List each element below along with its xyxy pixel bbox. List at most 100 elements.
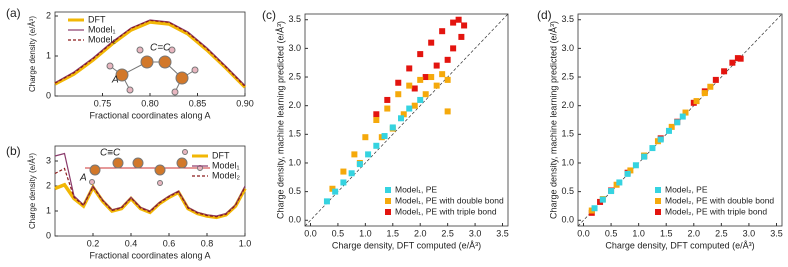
molecule-a — [106, 46, 199, 96]
y-tick-label: 3.0 — [288, 43, 301, 53]
x-tick-label: 3.0 — [743, 228, 756, 238]
point — [450, 45, 457, 52]
x-tick-label: 0.5 — [332, 228, 345, 238]
x-tick-label: 0.80 — [141, 98, 159, 108]
plot-frame — [54, 11, 246, 97]
point — [701, 90, 708, 97]
panel-label: (b) — [6, 144, 21, 158]
point — [461, 22, 468, 29]
point — [417, 51, 424, 58]
y-tick-label: 0 — [46, 90, 51, 100]
point — [721, 68, 728, 75]
point — [693, 98, 700, 105]
x-tick-label: 0.2 — [87, 238, 100, 248]
y-tick-label: 1.5 — [561, 129, 574, 139]
y-tick-label: 1.0 — [288, 157, 301, 167]
y-tick-label: 1 — [46, 50, 51, 60]
point — [365, 151, 372, 158]
point — [632, 162, 639, 169]
point — [455, 16, 462, 23]
y-axis-label: Charge density (e/Å³) — [28, 153, 37, 229]
legend-swatch — [655, 187, 661, 193]
legend-swatch — [385, 187, 391, 193]
y-axis-label: Charge density, machine learning predict… — [275, 21, 285, 219]
y-tick-label: 0 — [46, 230, 51, 240]
x-tick-label: 0.85 — [189, 98, 207, 108]
point — [411, 102, 418, 109]
y-tick-label: 2.0 — [561, 100, 574, 110]
point — [340, 168, 347, 175]
point — [439, 28, 446, 35]
y-axis-label: Charge density (e/Å³) — [28, 16, 37, 92]
y-tick-label: 0.0 — [561, 215, 574, 225]
molecule-b — [85, 149, 210, 186]
point — [417, 96, 424, 103]
point — [450, 19, 457, 26]
y-tick-label: 3 — [46, 155, 51, 165]
point — [433, 82, 440, 89]
line-series — [54, 19, 246, 87]
point — [737, 55, 744, 62]
point — [679, 113, 686, 120]
annotation: C=C — [150, 43, 171, 54]
point — [627, 167, 634, 174]
x-axis-label: Charge density, DFT computed (e/Å³) — [332, 240, 481, 250]
x-tick-label: 0.75 — [94, 98, 112, 108]
annotation: C≡C — [100, 148, 121, 159]
y-tick-label: 1.5 — [288, 129, 301, 139]
x-tick-label: 0.4 — [125, 238, 138, 248]
panel-label: (c) — [262, 8, 276, 22]
point — [389, 124, 396, 131]
point — [641, 153, 648, 160]
x-tick-label: 0.5 — [605, 228, 618, 238]
plot-frame — [577, 13, 783, 227]
legend-label: Model₁, PE with triple bond — [395, 206, 497, 216]
point — [729, 59, 736, 66]
point — [411, 85, 418, 92]
point — [351, 151, 358, 158]
legend-label: DFT — [212, 150, 230, 160]
legend-label: Model₂, PE — [665, 184, 708, 194]
point — [422, 74, 429, 81]
point — [668, 123, 675, 130]
point — [340, 179, 347, 186]
x-tick-label: 2.0 — [688, 228, 701, 238]
legend-swatch — [655, 198, 661, 204]
point — [682, 109, 689, 116]
x-tick-label: 3.0 — [469, 228, 482, 238]
point — [422, 91, 429, 98]
panel-label: (d) — [537, 8, 552, 22]
x-tick-label: 1.0 — [359, 228, 372, 238]
point — [707, 83, 714, 90]
y-tick-label: 1 — [46, 205, 51, 215]
point — [674, 119, 681, 126]
point — [649, 145, 656, 152]
point — [323, 198, 330, 205]
legend-label: Model₁ — [212, 160, 240, 170]
point — [608, 188, 615, 195]
point — [439, 71, 446, 78]
y-axis-label: Charge density, machine learning predict… — [548, 21, 558, 219]
x-tick-label: 3.5 — [496, 228, 509, 238]
legend-label: Model₂, PE with triple bond — [665, 206, 767, 216]
legend-label: Model₁, PE with double bond — [395, 195, 504, 205]
legend-swatch — [655, 209, 661, 215]
point — [417, 76, 424, 83]
legend-label: Model₁, PE — [395, 184, 437, 194]
point — [381, 133, 388, 140]
point — [406, 105, 413, 112]
x-tick-label: 0.6 — [163, 238, 176, 248]
x-tick-label: 1.0 — [632, 228, 645, 238]
x-tick-label: 0.0 — [577, 228, 590, 238]
y-tick-label: 0.5 — [288, 186, 301, 196]
y-tick-label: 2 — [46, 10, 51, 20]
x-tick-label: 3.5 — [770, 228, 783, 238]
point — [428, 74, 435, 81]
point — [332, 188, 339, 195]
legend-label: Model₂, PE with double bond — [665, 195, 774, 205]
point — [384, 96, 391, 103]
point — [444, 56, 451, 63]
line-series — [54, 167, 246, 218]
point — [444, 108, 451, 115]
